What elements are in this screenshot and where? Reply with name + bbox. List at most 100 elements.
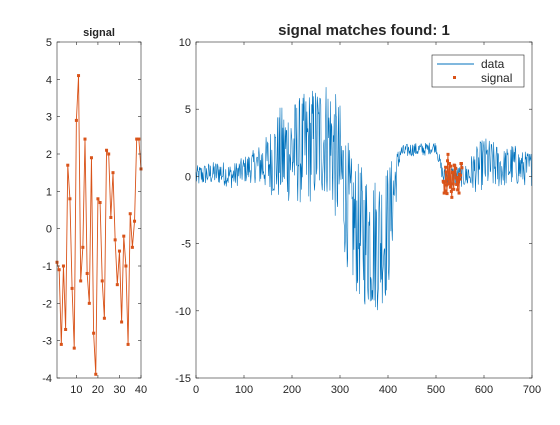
matched-signal-point <box>458 177 462 181</box>
matched-signal-point <box>448 185 452 189</box>
signal-plot-area <box>55 74 143 376</box>
main-ytick-label: -5 <box>181 239 191 251</box>
matched-signal-point <box>453 173 457 177</box>
signal-series-point <box>98 201 102 205</box>
legend: data signal <box>431 54 525 88</box>
signal-series-point <box>94 372 98 376</box>
matched-signal-point <box>459 161 463 165</box>
signal-ytick-label: -3 <box>42 336 52 348</box>
matched-signal-point <box>445 192 449 196</box>
signal-axes-title: signal <box>83 27 115 39</box>
main-xtick-label: 0 <box>193 384 199 396</box>
main-xtick-label: 200 <box>283 384 301 396</box>
matched-signal-point <box>460 166 464 170</box>
matched-signal-point <box>448 181 452 185</box>
main-ytick-label: 10 <box>179 37 191 49</box>
signal-series-point <box>130 245 134 249</box>
matched-signal-point <box>449 189 453 193</box>
main-ytick-label: 0 <box>185 171 191 183</box>
signal-ytick-label: 1 <box>46 186 52 198</box>
signal-axes-background <box>57 42 141 378</box>
main-axis-ticks: 0 100 200 300 400 500 600 700 -15 -10 -5 0 5 10 <box>175 37 541 396</box>
signal-ytick-label: 4 <box>46 74 52 86</box>
matched-signal-point <box>456 175 460 179</box>
matched-signal-point <box>458 173 462 177</box>
signal-xtick-label: 40 <box>135 384 147 396</box>
signal-series-point <box>115 283 119 287</box>
matched-signal-point <box>444 170 448 174</box>
matched-signal-point <box>443 180 447 184</box>
signal-series-point <box>57 268 61 272</box>
signal-series-point <box>72 346 76 350</box>
signal-series-point <box>61 264 65 268</box>
signal-series-point <box>77 74 81 78</box>
signal-xtick-label: 10 <box>70 384 82 396</box>
signal-ytick-label: -1 <box>42 261 52 273</box>
legend-box <box>431 54 525 88</box>
signal-xtick-label: 20 <box>92 384 104 396</box>
matched-signal-point <box>447 161 451 165</box>
matched-signal-point <box>456 188 460 192</box>
main-ytick-label: -15 <box>175 373 191 385</box>
signal-series-point <box>107 152 111 156</box>
signal-ytick-label: 0 <box>46 224 52 236</box>
signal-axis-ticks: 10 20 30 40 -4 -3 -2 -1 0 1 2 3 4 5 <box>42 37 147 396</box>
main-xtick-label: 300 <box>331 384 349 396</box>
signal-axes-box <box>56 41 142 379</box>
signal-series-point <box>111 171 115 175</box>
signal-ytick-label: 3 <box>46 112 52 124</box>
matched-signal-point <box>451 171 455 175</box>
signal-series-point <box>87 301 91 305</box>
signal-series-point <box>126 342 130 346</box>
signal-series-point <box>68 197 72 201</box>
main-xtick-label: 400 <box>379 384 397 396</box>
matched-signal-point <box>446 159 450 163</box>
signal-series-point <box>92 331 96 335</box>
main-axes-title: signal matches found: 1 <box>278 22 450 39</box>
signal-xtick-label: 30 <box>113 384 125 396</box>
signal-series-point <box>105 148 109 152</box>
main-xtick-label: 100 <box>235 384 253 396</box>
signal-series-point <box>85 271 89 275</box>
signal-series-point <box>100 279 104 283</box>
main-axes: 0 100 200 300 400 500 600 700 -15 -10 -5 0 5 10 signa… <box>175 22 541 396</box>
main-xtick-label: 700 <box>523 384 541 396</box>
signal-series-point <box>66 163 70 167</box>
matched-signal-point <box>457 180 461 184</box>
signal-series-point <box>124 264 128 268</box>
signal-axes: 10 20 30 40 -4 -3 -2 -1 0 1 2 3 4 5 signal <box>42 27 147 396</box>
matched-signal-point <box>455 178 459 182</box>
signal-series-point <box>74 118 78 122</box>
data-series-line <box>195 87 533 311</box>
signal-series-point <box>89 156 93 160</box>
signal-ytick-label: -2 <box>42 298 52 310</box>
matched-signal-point <box>445 183 449 187</box>
main-xtick-label: 600 <box>475 384 493 396</box>
matched-signal-point <box>454 166 458 170</box>
main-ytick-label: -10 <box>175 306 191 318</box>
main-xtick-label: 500 <box>427 384 445 396</box>
signal-series-point <box>120 320 124 324</box>
matched-signal-point <box>454 176 458 180</box>
matched-signal-point <box>450 195 454 199</box>
matched-signal-point <box>452 187 456 191</box>
legend-signal-marker <box>453 76 456 79</box>
signal-ytick-label: 2 <box>46 149 52 161</box>
matched-signal-point <box>447 177 451 181</box>
main-ytick-label: 5 <box>185 104 191 116</box>
matched-signal-point <box>442 191 446 195</box>
signal-series-point <box>81 245 85 249</box>
signal-series-point <box>59 342 63 346</box>
signal-series-point <box>128 212 132 216</box>
legend-data-label: data <box>481 57 505 71</box>
matched-signal-point <box>451 182 455 186</box>
signal-series-point <box>117 249 121 253</box>
signal-series-point <box>64 327 68 331</box>
matched-signal-point <box>443 189 447 193</box>
signal-ytick-label: -4 <box>42 373 52 385</box>
signal-series-line <box>56 75 142 375</box>
signal-series-point <box>137 137 141 141</box>
signal-ytick-label: 5 <box>46 37 52 49</box>
